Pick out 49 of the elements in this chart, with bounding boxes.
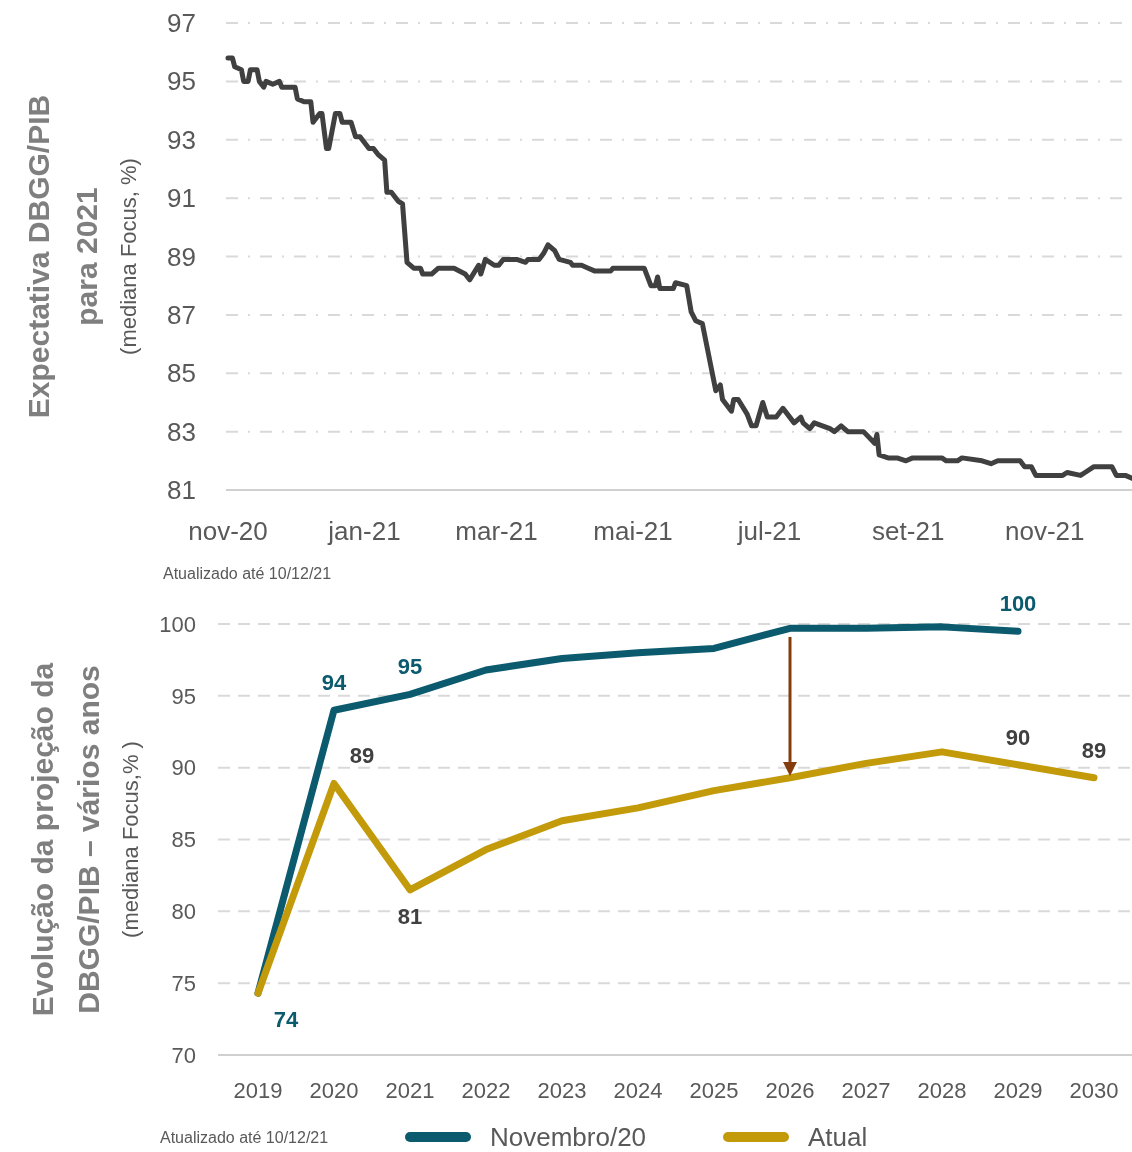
text: Atualizado até 10/12/21: [163, 565, 332, 582]
x-tick-label: 2019: [233, 1078, 283, 1103]
x-tick-label: jan-21: [327, 516, 401, 546]
x-tick-label: 2029: [993, 1078, 1043, 1103]
data-label: 94: [321, 670, 347, 696]
x-tick-label: nov-20: [188, 516, 268, 546]
y-tick-label: 100: [159, 611, 196, 637]
x-tick-label: 2023: [537, 1078, 587, 1103]
data-label: 100: [999, 591, 1037, 617]
x-tick-label: 2030: [1069, 1078, 1119, 1103]
y-tick-label: 85: [171, 827, 196, 853]
y-axis-title: Expectativa DBGG/PIB para 2021 (mediana Focus, %): [21, 94, 141, 419]
x-tick-label: nov-21: [1004, 516, 1085, 546]
legend-label: Novembro/20: [490, 1122, 647, 1152]
data-label: 95: [397, 654, 423, 680]
x-tick-label: 2025: [689, 1078, 739, 1103]
y-tick-label: 90: [171, 755, 196, 781]
y-tick-label: 89: [167, 241, 196, 272]
x-tick-label: mai-21: [593, 516, 673, 546]
y-tick-label: 70: [171, 1042, 196, 1068]
x-tick-label: set-21: [872, 516, 945, 546]
y-tick-label: 95: [167, 66, 196, 97]
y-tick-label: 93: [167, 124, 196, 155]
data-label: 90: [1005, 724, 1031, 750]
y-tick-label: 91: [167, 183, 196, 214]
data-label: 81: [397, 903, 423, 929]
text: Atualizado até 10/12/21: [160, 1129, 329, 1146]
data-label: 89: [349, 743, 375, 769]
y-tick-label: 85: [167, 358, 196, 389]
x-tick-label: 2027: [841, 1078, 891, 1103]
x-tick-label: 2024: [613, 1078, 663, 1103]
x-tick-label: mar-21: [455, 516, 538, 546]
x-tick-label: 2028: [917, 1078, 967, 1103]
data-label: 74: [273, 1007, 299, 1033]
x-tick-label: 2021: [385, 1078, 435, 1103]
x-tick-label: 2026: [765, 1078, 815, 1103]
y-tick-label: 95: [171, 683, 196, 709]
x-tick-label: jul-21: [736, 516, 802, 546]
y-tick-label: 75: [171, 970, 196, 996]
x-tick-label: 2022: [461, 1078, 511, 1103]
y-tick-label: 83: [167, 416, 196, 447]
y-tick-label: 81: [167, 475, 196, 506]
y-axis-title: Evolução da projeção da DBGG/PIB – vários anos (mediana Focus,% ): [25, 662, 143, 1017]
x-tick-label: 2020: [309, 1078, 359, 1103]
y-tick-label: 87: [167, 299, 196, 330]
y-tick-label: 80: [171, 899, 196, 925]
y-tick-label: 97: [167, 8, 196, 39]
legend-label: Atual: [808, 1122, 868, 1152]
data-label: 89: [1081, 737, 1107, 763]
